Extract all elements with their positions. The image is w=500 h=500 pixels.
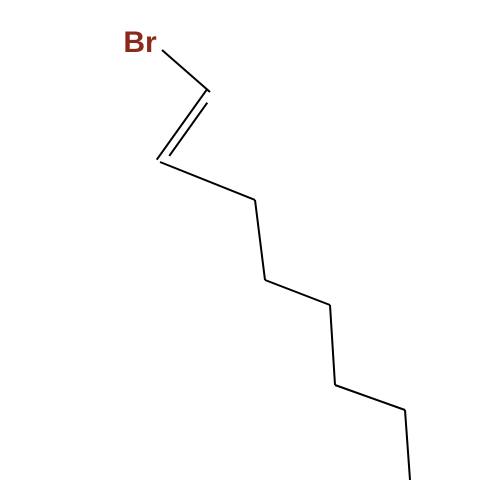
atom-label-br: Br [123, 26, 157, 59]
molecule-diagram: Br [0, 0, 500, 500]
